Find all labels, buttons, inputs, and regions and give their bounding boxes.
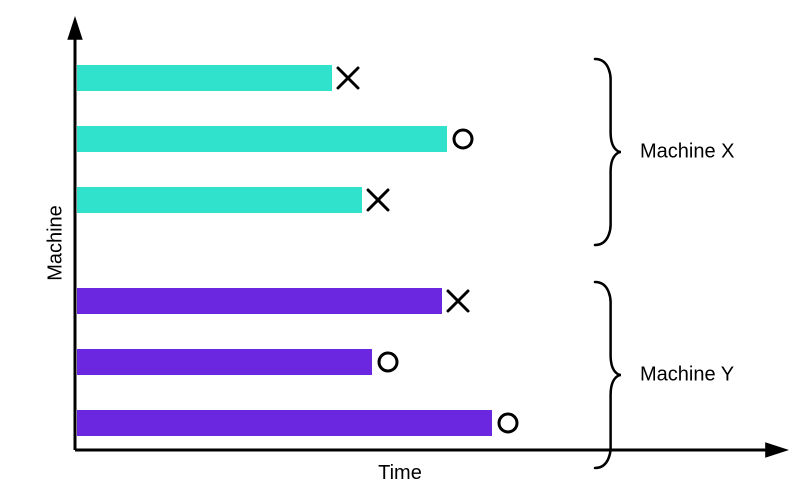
bar — [77, 126, 447, 152]
chart-container: Machine X Machine Y Machine Time — [0, 0, 800, 502]
x-axis-label: Time — [0, 462, 800, 485]
bar — [77, 65, 332, 91]
y-axis-label: Machine — [44, 205, 67, 281]
bar — [77, 288, 442, 314]
group-label: Machine X — [640, 140, 735, 162]
bar — [77, 187, 362, 213]
bar — [77, 410, 492, 436]
group-label: Machine Y — [640, 363, 734, 385]
bar — [77, 349, 372, 375]
bar-chart: Machine X Machine Y — [0, 0, 800, 502]
